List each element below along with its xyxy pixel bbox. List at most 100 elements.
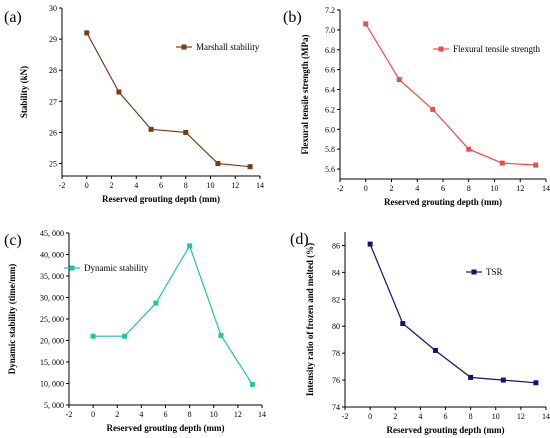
data-point bbox=[400, 321, 406, 327]
x-tick-label: 10 bbox=[492, 412, 500, 421]
data-point bbox=[500, 377, 506, 383]
x-tick-label: 14 bbox=[542, 184, 550, 193]
y-tick-label: 30 bbox=[49, 4, 57, 13]
data-point bbox=[215, 161, 221, 167]
legend-label: Dynamic stability bbox=[84, 263, 149, 273]
data-point bbox=[187, 243, 193, 249]
data-point bbox=[153, 300, 159, 306]
x-axis-title: Reserved grouting depth (mm) bbox=[102, 194, 220, 204]
y-tick-label: 29 bbox=[49, 35, 57, 44]
legend-label: TSR bbox=[486, 267, 503, 277]
y-tick-label: 45, 000 bbox=[40, 229, 64, 238]
y-tick-label: 7.0 bbox=[325, 26, 335, 35]
data-point bbox=[432, 347, 438, 353]
data-point bbox=[183, 129, 189, 135]
legend-label: Marshall stability bbox=[196, 42, 260, 52]
legend-marker bbox=[181, 44, 187, 50]
x-tick-label: 6 bbox=[164, 410, 168, 419]
y-tick-label: 7.2 bbox=[325, 6, 335, 15]
y-tick-label: 35, 000 bbox=[40, 272, 64, 281]
legend-marker bbox=[471, 269, 477, 275]
chart-panel-2: (b) -2 0 2 4 6 8 10 12 14 5.6 5.8 6.0 6.2 6.4 6.6 6.8 7.0… bbox=[283, 6, 550, 207]
data-point bbox=[468, 374, 474, 380]
y-tick-label: 6.2 bbox=[325, 105, 335, 114]
chart-panel-1: (a) -2 0 2 4 6 8 10 12 14 25 26 27 28 29 30 Reserved gro… bbox=[4, 4, 264, 204]
legend-label: Flexural tensile strength bbox=[453, 44, 540, 54]
data-point bbox=[499, 160, 505, 166]
data-point bbox=[218, 332, 224, 338]
x-tick-label: 0 bbox=[91, 410, 95, 419]
x-tick-label: 10 bbox=[210, 410, 218, 419]
chart-panel-3: (c) -2 0 2 4 6 8 10 12 14 5, 000 10, 000 15, 000 20, … bbox=[4, 229, 266, 433]
x-tick-label: 12 bbox=[517, 412, 525, 421]
y-tick-label: 82 bbox=[332, 295, 340, 304]
data-point bbox=[116, 89, 122, 95]
x-tick-label: 14 bbox=[256, 181, 264, 190]
x-tick-label: -2 bbox=[342, 412, 349, 421]
x-axis-title: Reserved grouting depth (mm) bbox=[106, 423, 224, 433]
x-tick-label: -2 bbox=[59, 181, 66, 190]
data-point bbox=[84, 30, 90, 36]
y-tick-label: 84 bbox=[332, 268, 340, 277]
data-point bbox=[363, 21, 369, 27]
series-line bbox=[86, 32, 251, 168]
x-tick-label: 10 bbox=[491, 184, 499, 193]
data-point bbox=[367, 241, 373, 247]
y-tick-label: 76 bbox=[332, 376, 340, 385]
data-point bbox=[90, 333, 96, 339]
x-tick-label: 4 bbox=[139, 410, 143, 419]
y-tick-label: 30, 000 bbox=[40, 294, 64, 303]
y-tick-label: 74 bbox=[332, 403, 340, 412]
y-axis-title: Intensity ratio of frozen and melted (%) bbox=[305, 243, 315, 396]
x-tick-label: 8 bbox=[184, 181, 188, 190]
x-tick-label: 0 bbox=[364, 184, 368, 193]
y-tick-label: 5, 000 bbox=[44, 401, 64, 410]
y-tick-label: 6.6 bbox=[325, 66, 335, 75]
y-axis-title: Dynamic stability (time/mm) bbox=[7, 264, 17, 374]
x-tick-label: 12 bbox=[516, 184, 524, 193]
panel-label: (b) bbox=[283, 9, 302, 26]
y-tick-label: 10, 000 bbox=[40, 380, 64, 389]
panel-label: (a) bbox=[4, 9, 22, 26]
data-point bbox=[533, 380, 539, 386]
y-axis-title: Flexural tensile strength (MPa) bbox=[300, 34, 310, 154]
y-tick-label: 6.0 bbox=[325, 125, 335, 134]
panel-label: (d) bbox=[290, 231, 309, 248]
series-line bbox=[93, 244, 253, 385]
x-tick-label: 4 bbox=[415, 184, 419, 193]
x-tick-label: 14 bbox=[258, 410, 266, 419]
x-tick-label: 0 bbox=[85, 181, 89, 190]
x-tick-label: 4 bbox=[418, 412, 422, 421]
legend-marker bbox=[69, 265, 75, 271]
series-line bbox=[365, 23, 536, 166]
x-tick-label: 0 bbox=[368, 412, 372, 421]
y-tick-label: 25, 000 bbox=[40, 315, 64, 324]
x-tick-label: 6 bbox=[441, 184, 445, 193]
y-tick-label: 40, 000 bbox=[40, 251, 64, 260]
x-tick-label: -2 bbox=[66, 410, 73, 419]
x-tick-label: 8 bbox=[469, 412, 473, 421]
y-tick-label: 26 bbox=[49, 128, 57, 137]
y-tick-label: 15, 000 bbox=[40, 358, 64, 367]
y-tick-label: 86 bbox=[332, 241, 340, 250]
y-tick-label: 5.8 bbox=[325, 145, 335, 154]
x-tick-label: 8 bbox=[467, 184, 471, 193]
y-tick-label: 80 bbox=[332, 322, 340, 331]
y-tick-label: 20, 000 bbox=[40, 337, 64, 346]
x-tick-label: 10 bbox=[207, 181, 215, 190]
x-tick-label: 6 bbox=[444, 412, 448, 421]
data-point bbox=[247, 164, 253, 170]
x-tick-label: 4 bbox=[134, 181, 138, 190]
data-point bbox=[430, 106, 436, 112]
data-point bbox=[396, 77, 402, 83]
x-tick-label: -2 bbox=[337, 184, 344, 193]
y-tick-label: 6.8 bbox=[325, 46, 335, 55]
x-tick-label: 12 bbox=[234, 410, 242, 419]
x-axis-title: Reserved grouting depth (mm) bbox=[384, 197, 502, 207]
y-tick-label: 27 bbox=[49, 97, 57, 106]
x-axis-title: Reserved grouting depth (mm) bbox=[386, 425, 504, 435]
y-tick-label: 28 bbox=[49, 66, 57, 75]
series-line bbox=[369, 243, 537, 384]
data-point bbox=[148, 126, 154, 132]
